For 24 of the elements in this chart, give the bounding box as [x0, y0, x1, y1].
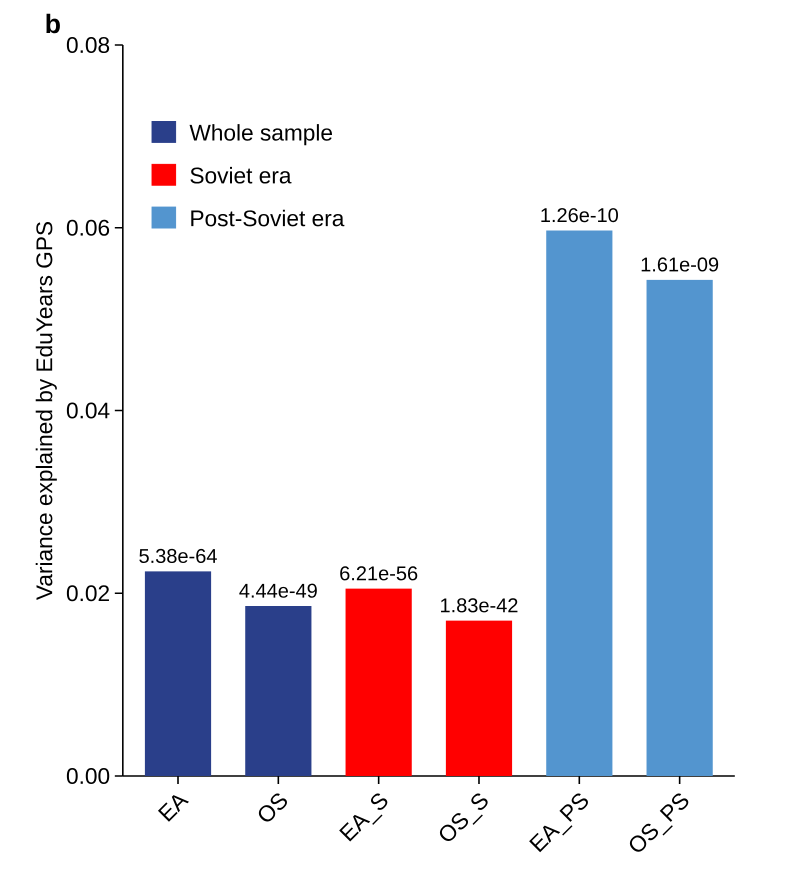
- legend-label: Soviet era: [190, 166, 292, 184]
- y-tick-label: 0.06: [66, 220, 110, 236]
- y-tick-label: 0.02: [66, 585, 109, 602]
- annotation: 1.83e-42: [441, 598, 518, 612]
- annotation: 4.44e-49: [239, 584, 317, 598]
- y-tick-label: 0.04: [66, 402, 110, 419]
- x-tick-label: EA: [158, 795, 189, 822]
- annotation: 1.26e-10: [541, 208, 618, 222]
- annotation: 6.21e-56: [340, 566, 418, 580]
- y-tick-label: 0.00: [66, 768, 110, 784]
- bar: [646, 280, 713, 776]
- text: b: [46, 14, 60, 34]
- y-tick-label: 0.08: [66, 36, 110, 54]
- bar: [144, 571, 212, 776]
- bar: [346, 588, 412, 776]
- x-tick-label: OS: [258, 794, 287, 822]
- bar: [446, 620, 512, 776]
- legend-label: Whole sample: [190, 124, 332, 146]
- annotation: 1.61e-09: [642, 257, 718, 272]
- y-axis-title: Variance explained by EduYears GPS: [36, 222, 57, 600]
- legend-label: Post-Soviet era: [191, 210, 344, 226]
- annotation: 5.38e-64: [139, 548, 217, 564]
- bar: [546, 230, 612, 776]
- bar: [245, 606, 312, 776]
